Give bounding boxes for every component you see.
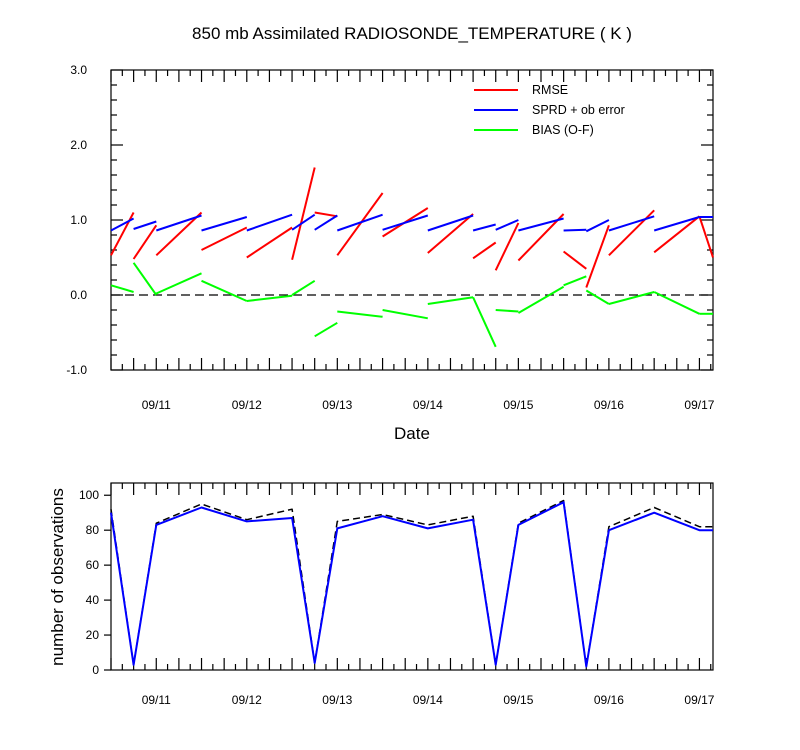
series-rmse: [110, 167, 714, 288]
series-segment: [110, 284, 134, 293]
series-segment: [472, 241, 497, 260]
y-axis-label: number of observations: [48, 488, 67, 666]
series-observations-used: [110, 501, 713, 668]
x-axis-label: Date: [394, 424, 430, 443]
series-segment: [494, 222, 520, 271]
top-plot-area: 09/11 09/12 09/13 09/14 09/15 09/16 09/17 -1.0 0…: [66, 63, 714, 412]
series-segment: [291, 213, 316, 231]
series-segment: [608, 291, 655, 305]
series-segment: [427, 214, 474, 232]
series-segment: [517, 213, 565, 262]
bottom-y-tick-label: 60: [86, 558, 100, 572]
series-segment: [585, 219, 610, 233]
bottom-plot-frame: [110, 482, 714, 671]
series-segment: [495, 219, 519, 231]
bottom-x-tick-label: 09/11: [142, 693, 171, 707]
top-x-tick-label: 09/12: [232, 398, 262, 412]
series-segment: [698, 215, 714, 258]
series-segment: [472, 223, 496, 232]
top-y-tick-label: 1.0: [70, 213, 87, 227]
series-segment: [336, 192, 384, 256]
series-segment: [495, 309, 519, 313]
top-x-tick-label: 09/16: [594, 398, 624, 412]
series-segment: [246, 226, 293, 259]
series-segment: [653, 291, 700, 315]
series-segment: [382, 214, 429, 231]
bottom-y-tick-label: 40: [86, 593, 100, 607]
bottom-panel: 09/11 09/12 09/13 09/14 09/15 09/16 09/17 0 20 40…: [48, 482, 715, 707]
series-segment: [585, 224, 610, 288]
series-segment: [427, 213, 474, 254]
series-segment: [653, 216, 700, 232]
top-y-tick-label: 2.0: [70, 138, 87, 152]
series-segment: [518, 217, 564, 232]
series-segment: [291, 167, 316, 261]
top-y-tick-label: -1.0: [66, 363, 87, 377]
bottom-plot-area: 09/11 09/12 09/13 09/14 09/15 09/16 09/17 0 20 40…: [79, 482, 715, 707]
top-panel: 850 mb Assimilated RADIOSONDE_TEMPERATUR…: [66, 24, 714, 443]
chart-title: 850 mb Assimilated RADIOSONDE_TEMPERATUR…: [192, 24, 632, 43]
bottom-y-tick-label: 80: [86, 523, 100, 537]
top-y-tick-label: 0.0: [70, 288, 87, 302]
legend-entry: RMSE: [532, 83, 568, 97]
series-segment: [562, 250, 587, 270]
series-segment: [155, 211, 203, 257]
series-segment: [608, 215, 655, 232]
series-segment: [201, 279, 248, 302]
series-segment: [517, 285, 565, 314]
bottom-x-tick-label: 09/13: [322, 693, 352, 707]
series-segment: [336, 213, 383, 232]
series-segment: [472, 296, 497, 348]
series-segment: [653, 215, 701, 254]
series-bias-o-f-: [110, 262, 713, 348]
bottom-x-tick-label: 09/16: [594, 693, 624, 707]
bottom-y-tick-label: 100: [79, 488, 99, 502]
bottom-x-tick-label: 09/15: [503, 693, 533, 707]
bottom-x-tick-label: 09/17: [684, 693, 714, 707]
legend-entry: SPRD + ob error: [532, 103, 625, 117]
series-segment: [201, 226, 248, 251]
bottom-x-tick-label: 09/14: [413, 693, 443, 707]
series-sprd-ob-error: [110, 213, 713, 233]
series-segment: [246, 294, 293, 302]
series-segment: [314, 321, 338, 338]
series-segment: [291, 279, 316, 296]
series-segment: [585, 289, 610, 305]
series-segment: [110, 212, 135, 256]
series-segment: [563, 275, 587, 287]
series-segment: [132, 262, 158, 296]
top-x-tick-label: 09/15: [503, 398, 533, 412]
series-segment: [110, 217, 135, 232]
top-x-tick-label: 09/17: [684, 398, 714, 412]
series-segment: [382, 309, 428, 320]
series-segment: [246, 213, 293, 232]
top-x-tick-label: 09/14: [413, 398, 443, 412]
legend: RMSE SPRD + ob error BIAS (O-F): [474, 83, 625, 137]
series-segment: [155, 272, 202, 295]
top-x-tick-label: 09/13: [322, 398, 352, 412]
series-segment: [314, 211, 338, 218]
series-segment: [155, 214, 202, 232]
top-y-tick-label: 3.0: [70, 63, 87, 77]
series-segment: [608, 209, 655, 257]
series-segment: [337, 310, 383, 318]
series-segment: [132, 224, 158, 260]
series-segment: [314, 214, 338, 231]
series-segment: [201, 216, 248, 232]
series-segment: [427, 296, 474, 305]
series-segment: [563, 228, 587, 232]
series-observations-possible: [110, 499, 713, 668]
bottom-y-tick-label: 0: [92, 663, 99, 677]
top-x-tick-label: 09/11: [142, 398, 171, 412]
legend-entry: BIAS (O-F): [532, 123, 594, 137]
bottom-x-tick-label: 09/12: [232, 693, 262, 707]
series-segment: [133, 220, 157, 230]
bottom-y-tick-label: 20: [86, 628, 100, 642]
